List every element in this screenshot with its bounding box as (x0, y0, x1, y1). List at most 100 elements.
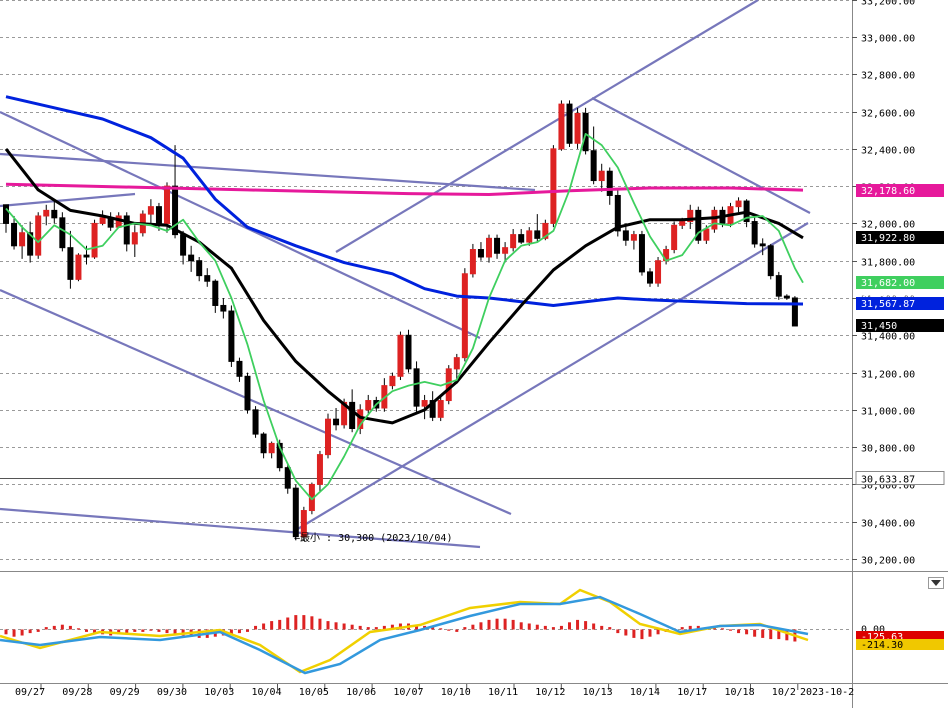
candle-body (526, 230, 533, 243)
price-tick-label: 33,200.00 (861, 0, 915, 8)
value-label-box (856, 276, 944, 289)
price-tick-label: 30,600.00 (861, 481, 915, 492)
macd-histogram-bar (519, 622, 523, 630)
candle-body (445, 368, 452, 402)
triangle-down-icon (928, 577, 944, 589)
macd-histogram-bar (246, 629, 249, 632)
macd-histogram-bar (157, 629, 161, 632)
date-label: 10/04 (252, 687, 282, 698)
candle-body (180, 234, 187, 256)
macd-histogram-bar (229, 629, 233, 635)
macd-histogram-bar (648, 629, 652, 637)
macd-histogram-bar (543, 625, 547, 630)
candle-body (453, 357, 460, 370)
value-label-box (856, 297, 944, 310)
candle-body (542, 222, 549, 239)
panel-collapse-button[interactable] (928, 574, 944, 589)
candle-body (27, 232, 34, 256)
candle-body (413, 368, 420, 407)
reference-label-box (855, 471, 945, 485)
value-label-text: 31,922.80 (861, 233, 915, 244)
macd-histogram-bar (624, 629, 628, 636)
macd-histogram-bar (688, 625, 692, 630)
macd-histogram-bar (769, 629, 773, 640)
macd-histogram-bar (447, 629, 451, 631)
candle-body (59, 217, 66, 249)
candlesticks (3, 100, 798, 541)
date-label: 09/29 (110, 687, 140, 698)
candle-body (711, 209, 718, 230)
price-tick-label: 32,800.00 (861, 71, 915, 82)
candle-body (99, 217, 106, 224)
macd-histogram-bar (761, 629, 765, 638)
candle-body (389, 375, 396, 387)
date-label: 10/17 (677, 687, 707, 698)
candle-body (671, 224, 678, 251)
candle-body (767, 245, 774, 277)
macd-histogram-bar (4, 629, 8, 635)
macd-histogram-bar (12, 629, 16, 637)
candle-body (43, 209, 50, 217)
candle-body (212, 280, 219, 306)
macd-histogram-bar (568, 622, 571, 630)
date-label: 10/10 (441, 687, 471, 698)
trendline (591, 97, 811, 214)
candle-body (429, 400, 436, 418)
macd-histogram-bar (720, 628, 724, 630)
macd-histogram-bar (76, 628, 80, 630)
candle-body (220, 304, 227, 312)
macd-histogram-bar (254, 625, 258, 630)
macd-histogram-bar (36, 629, 40, 632)
macd-histogram-bar (696, 625, 700, 630)
slow-ma-line (5, 95, 804, 307)
macd-histogram-bar (302, 615, 306, 630)
macd-label-box (856, 631, 944, 642)
candle-body (550, 148, 557, 224)
macd-histogram-bar (262, 623, 266, 630)
macd-histogram-bar (68, 625, 72, 630)
date-label: 10/03 (204, 687, 234, 698)
macd-histogram-bar (28, 629, 32, 634)
date-label: 10/12 (535, 687, 565, 698)
candle-body (614, 194, 621, 232)
macd-histogram-bar (503, 618, 507, 630)
macd-histogram-bar (511, 619, 515, 630)
candle-body (638, 234, 645, 273)
candle-body (300, 510, 307, 538)
value-label-text: 31,450 (861, 321, 897, 332)
date-label: 10/13 (583, 687, 613, 698)
candle-body (155, 206, 162, 224)
macd-histogram-bar (52, 625, 56, 630)
value-label-box (856, 184, 944, 197)
candle-body (397, 334, 404, 377)
candle-body (751, 221, 758, 245)
candle-body (67, 247, 74, 280)
candle-body (574, 112, 581, 144)
trendline (295, 222, 809, 531)
macd-histogram-bar (44, 627, 48, 630)
price-axis: 33,200.00 33,000.00 32,800.00 32,600.00 32,4… (852, 0, 945, 567)
price-tick-label: 30,800.00 (861, 444, 915, 455)
moving-averages (4, 95, 804, 501)
macd-histogram-bar (286, 617, 290, 630)
candle-body (622, 230, 629, 241)
mid-ma-line (4, 147, 804, 425)
macd-histogram-bar (455, 629, 459, 632)
candle-body (582, 112, 589, 152)
trend-lines (0, 0, 811, 549)
candle-body (236, 360, 243, 377)
candle-body (566, 103, 573, 144)
macd-histogram-bar (479, 622, 483, 630)
candle-body (83, 254, 90, 258)
macd-histogram-bar (576, 619, 580, 630)
macd-histogram-bar (680, 627, 684, 630)
trendline (0, 507, 481, 549)
candle-body (703, 228, 710, 241)
candle-body (606, 170, 613, 196)
candle-body (325, 418, 331, 456)
fast-ma-line (5, 133, 804, 501)
candle-body (204, 275, 211, 282)
candle-body (268, 442, 275, 454)
